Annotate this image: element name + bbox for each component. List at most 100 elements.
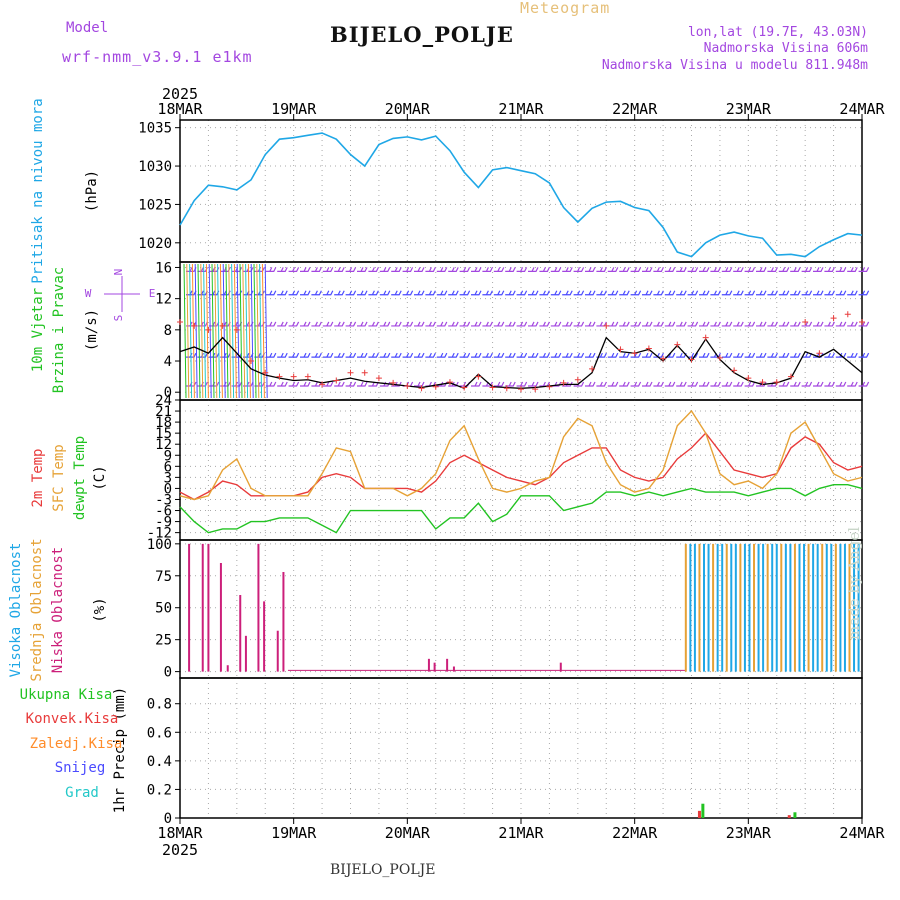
wind-barb [334, 352, 345, 358]
gust-marker [432, 383, 439, 390]
wind-barb [471, 267, 482, 272]
wind-barb [619, 381, 630, 387]
gust-marker [660, 355, 667, 362]
wind-barb [687, 321, 699, 327]
wind-barb [368, 290, 379, 296]
wind-barb [562, 290, 573, 296]
wind-barb [414, 321, 425, 327]
wind-barb [596, 352, 607, 358]
wind-barb [699, 321, 710, 327]
wind-barb [653, 290, 664, 296]
wind-barb [493, 321, 505, 327]
wind-barb [835, 381, 847, 387]
wind-arrow [214, 263, 218, 399]
wind-barb [721, 381, 733, 387]
wind-barb [562, 352, 573, 358]
cloud-ylabel-1: Visoka Oblacnost [8, 543, 24, 678]
wind-barb [824, 290, 835, 296]
elevation: Nadmorska Visina 606m [703, 41, 868, 56]
wind-barb [368, 267, 379, 272]
wind-barb [676, 321, 687, 327]
wind-barb [471, 381, 482, 387]
wind-barb [824, 267, 835, 272]
y-tick-label: -3 [155, 492, 172, 508]
wind-barb [562, 321, 573, 327]
wind-barb [710, 290, 721, 296]
precip-legend-2: Zaledj.Kisa [30, 736, 123, 752]
wind-barb [322, 290, 334, 296]
gust-marker [461, 384, 468, 391]
gust-marker [205, 326, 212, 333]
wind-barb [243, 321, 254, 327]
wind-barb [300, 381, 311, 387]
temp-ylabel-1: 2m Temp [30, 448, 46, 507]
wind-barb [607, 352, 619, 358]
wind-barb [539, 381, 550, 387]
wind-barb [676, 290, 687, 296]
wind-barb [607, 267, 619, 272]
gust-marker [262, 369, 269, 376]
wind-barb [539, 352, 550, 358]
x-tick-label-bottom: 20MAR [385, 824, 431, 842]
wind-barb [414, 290, 425, 296]
wind-barb [653, 267, 664, 272]
wind-barb [642, 321, 653, 327]
wind-ylabel-1: 10m Vjetar [30, 288, 46, 372]
wind-arrow [191, 263, 195, 399]
wind-barb [208, 290, 220, 296]
gust-marker [859, 319, 865, 326]
precip-bar [793, 812, 797, 818]
wind-barb [345, 321, 357, 327]
wind-barb [642, 352, 653, 358]
wind-barb [311, 321, 322, 327]
wind-barb [767, 352, 778, 358]
elevation-model: Nadmorska Visina u modelu 811.948m [601, 58, 868, 73]
wind-barb [368, 321, 379, 327]
precip-bar [697, 810, 701, 818]
wind-barb [801, 267, 813, 272]
x-tick-label-bottom: 19MAR [271, 824, 317, 842]
wind-barb [721, 267, 733, 272]
y-tick-label: 0 [164, 665, 172, 681]
wind-barb [733, 267, 744, 272]
gust-marker [233, 326, 240, 333]
wind-barb [482, 352, 493, 358]
wind-arrow [183, 263, 187, 399]
wind-arrow [261, 263, 265, 399]
y-tick-label: 4 [164, 354, 172, 370]
wind-barb [528, 381, 539, 387]
y-tick-label: 0.2 [147, 782, 172, 798]
wind-barb [699, 290, 710, 296]
wind-barb [619, 352, 630, 358]
wind-barb [710, 381, 721, 387]
gust-marker [191, 322, 198, 329]
y-tick-label: 1025 [138, 197, 172, 213]
wind-barb [733, 321, 744, 327]
wind-arrow [245, 263, 249, 399]
wind-barb [277, 267, 288, 272]
temp-ylabel-2: SFC Temp [51, 444, 67, 511]
wind-barb [425, 290, 436, 296]
x-tick-label-bottom: 18MAR [157, 824, 203, 842]
gust-marker [532, 386, 539, 393]
wind-barb [288, 352, 300, 358]
wind-barb [790, 321, 801, 327]
wind-arrow [253, 263, 257, 399]
y-tick-label: 0 [164, 481, 172, 497]
wind-barb [824, 321, 835, 327]
x-tick-label-top: 18MAR [157, 100, 203, 118]
wind-barb [505, 267, 516, 272]
wind-barb [585, 290, 596, 296]
x-tick-label-bottom: 21MAR [498, 824, 544, 842]
pressure-ylabel: Pritisak na nivou mora [30, 98, 46, 283]
wind-barb [482, 321, 493, 327]
wind-barb [607, 381, 619, 387]
compass-s: S [112, 315, 125, 322]
gust-marker [404, 382, 411, 389]
wind-arrow [203, 263, 207, 399]
y-tick-label: 6 [164, 459, 172, 475]
wind-arrow [236, 263, 240, 399]
wind-barb [277, 352, 288, 358]
wind-barb [664, 290, 676, 296]
wind-barb [653, 381, 664, 387]
